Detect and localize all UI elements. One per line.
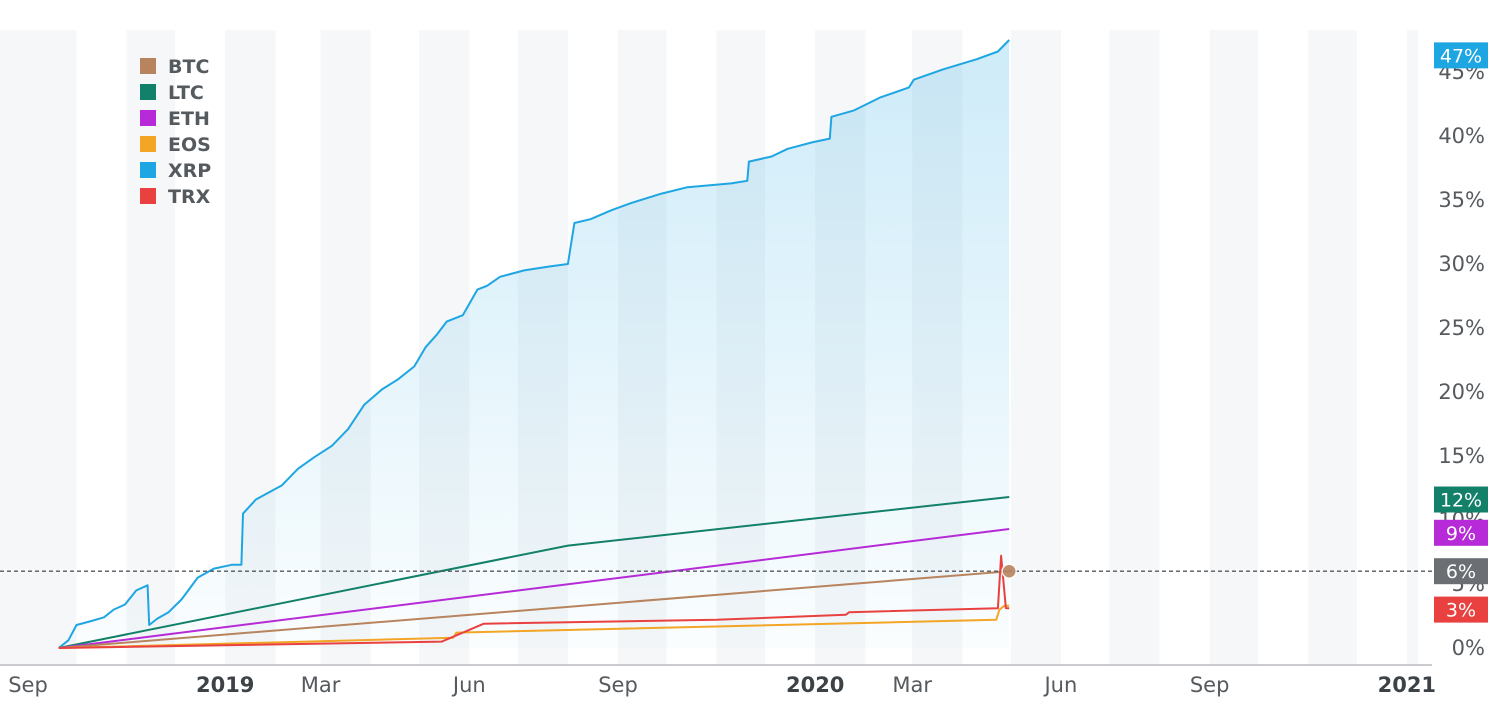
y-tick-label: 35% (1438, 188, 1485, 212)
badge-current (1434, 558, 1488, 585)
badge-trx (1434, 596, 1488, 623)
series-line-trx (58, 554, 1010, 649)
badge-current-label: 6% (1446, 561, 1476, 583)
series-line-eth (58, 528, 1010, 649)
y-tick-label: 25% (1438, 316, 1485, 340)
y-tick-label: 20% (1438, 380, 1485, 404)
y-tick-label: 0% (1452, 636, 1485, 660)
legend-label-trx: TRX (168, 186, 211, 208)
grid-band (1308, 30, 1357, 665)
btc-end-marker (1001, 563, 1017, 579)
end-value-badges: 47% 12% 9% 6% 3% (1434, 42, 1488, 623)
x-tick-label: Jun (451, 673, 486, 697)
grid-band (0, 30, 77, 665)
grid-band (1406, 30, 1418, 665)
series-line-ltc (58, 496, 1010, 649)
y-tick-label: 30% (1438, 252, 1485, 276)
legend-swatch-xrp (140, 162, 156, 178)
x-tick-label: 2019 (196, 673, 254, 697)
series-layer (58, 39, 1010, 649)
legend-label-eth: ETH (168, 108, 210, 130)
x-tick-label: Sep (1190, 673, 1230, 697)
legend-swatch-eth (140, 110, 156, 126)
legend: BTC LTC ETH EOS XRP TRX (140, 56, 211, 208)
series-area-xrp (58, 40, 1010, 648)
legend-swatch-eos (140, 136, 156, 152)
grid-band (1010, 30, 1061, 665)
badge-xrp-label: 47% (1440, 45, 1482, 67)
legend-swatch-btc (140, 58, 156, 74)
badge-xrp (1434, 42, 1488, 69)
grid-band (1109, 30, 1160, 665)
x-tick-label: Sep (8, 673, 48, 697)
series-line-xrp (58, 39, 1010, 649)
x-tick-label: 2021 (1378, 673, 1436, 697)
badge-eth-label: 9% (1446, 523, 1476, 545)
series-line-btc (58, 570, 1010, 649)
legend-label-btc: BTC (168, 56, 209, 78)
marker-layer (1001, 563, 1017, 579)
badge-eth (1434, 519, 1488, 546)
x-axis: Sep 2019 Mar Jun Sep 2020 Mar Jun Sep 2021 (8, 673, 1436, 697)
badge-ltc-label: 12% (1440, 490, 1482, 512)
badge-ltc (1434, 486, 1488, 513)
x-tick-label: Jun (1042, 673, 1077, 697)
legend-label-ltc: LTC (168, 82, 204, 104)
badge-trx-label: 3% (1446, 600, 1476, 622)
y-tick-label: 40% (1438, 124, 1485, 148)
legend-swatch-ltc (140, 84, 156, 100)
legend-label-eos: EOS (168, 134, 211, 156)
x-tick-label: Sep (598, 673, 638, 697)
grid-band (1209, 30, 1259, 665)
x-tick-label: 2020 (786, 673, 844, 697)
legend-swatch-trx (140, 188, 156, 204)
x-tick-label: Mar (301, 673, 341, 697)
x-tick-label: Mar (892, 673, 932, 697)
legend-label-xrp: XRP (168, 160, 211, 182)
y-tick-label: 15% (1438, 444, 1485, 468)
grid-band (126, 30, 176, 665)
